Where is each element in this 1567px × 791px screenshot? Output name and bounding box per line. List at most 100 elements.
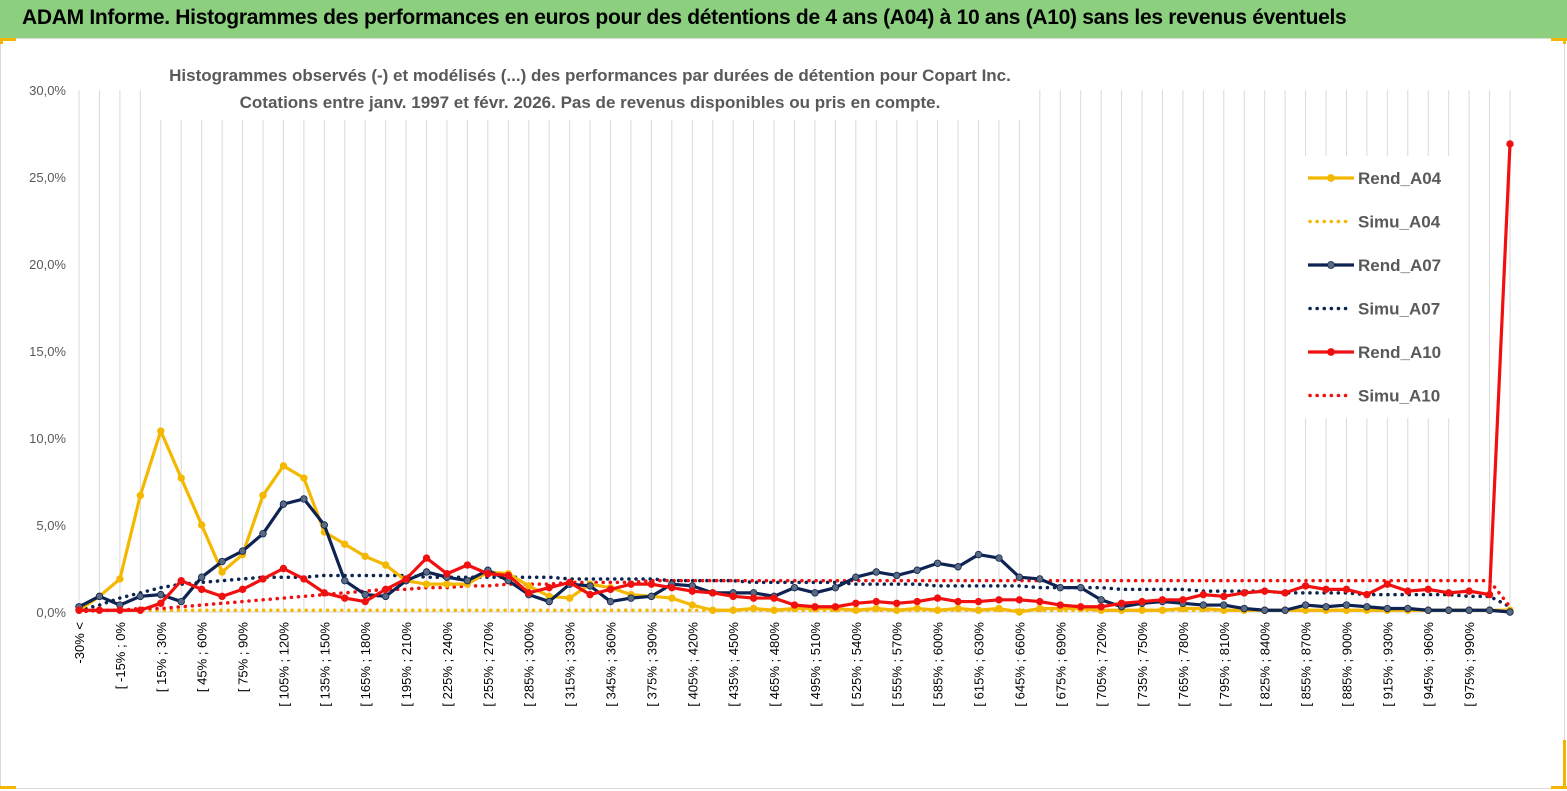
data-point-rend_a07 <box>177 597 185 606</box>
data-point-rend_a04 <box>688 601 696 609</box>
data-point-rend_a07 <box>1097 596 1105 604</box>
data-point-rend_a07 <box>1424 606 1432 614</box>
data-point-rend_a07 <box>95 592 104 601</box>
data-point-rend_a07 <box>913 566 921 574</box>
corner-mark-bl <box>0 786 16 789</box>
legend-marker-rend_a04 <box>1327 174 1335 182</box>
data-point-rend_a10 <box>606 585 615 594</box>
data-point-rend_a07 <box>1281 606 1289 614</box>
y-tick-label: 5,0% <box>36 518 66 533</box>
data-point-rend_a10 <box>1117 599 1126 607</box>
x-tick-label: [ 525% ; 540% <box>849 622 864 707</box>
corner-mark-br <box>1551 786 1567 789</box>
x-tick-label: [ 45% ; 60% <box>195 622 210 693</box>
data-point-rend_a10 <box>831 603 840 611</box>
data-point-rend_a07 <box>811 589 819 597</box>
x-tick-label: [ 15% ; 30% <box>154 622 169 693</box>
data-point-rend_a10 <box>1097 603 1105 611</box>
data-point-rend_a10 <box>688 587 696 595</box>
x-tick-label: [ 105% ; 120% <box>276 622 291 707</box>
data-point-rend_a10 <box>1056 601 1064 609</box>
data-point-rend_a10 <box>545 583 553 592</box>
legend-label-rend_a04: Rend_A04 <box>1358 169 1442 188</box>
data-point-rend_a10 <box>1158 596 1167 604</box>
data-point-rend_a10 <box>177 576 185 585</box>
data-point-rend_a07 <box>1383 604 1392 613</box>
data-point-rend_a07 <box>320 521 329 529</box>
data-point-rend_a07 <box>1322 603 1330 611</box>
data-point-rend_a04 <box>157 427 165 435</box>
data-point-rend_a04 <box>300 474 308 482</box>
data-point-rend_a10 <box>361 597 369 606</box>
data-point-rend_a10 <box>197 585 206 594</box>
data-point-rend_a04 <box>218 568 226 576</box>
data-point-rend_a10 <box>300 575 308 583</box>
data-point-rend_a04 <box>1158 606 1167 614</box>
data-point-rend_a10 <box>627 580 635 588</box>
data-point-rend_a07 <box>1301 601 1310 609</box>
data-point-rend_a10 <box>1015 596 1024 604</box>
data-point-rend_a10 <box>647 580 656 588</box>
data-point-rend_a07 <box>872 568 880 576</box>
x-tick-label: [ 885% ; 900% <box>1339 622 1354 707</box>
x-tick-label: [ 555% ; 570% <box>890 622 905 707</box>
data-point-rend_a10 <box>116 606 124 614</box>
data-point-rend_a07 <box>606 597 615 606</box>
data-point-rend_a07 <box>647 592 656 601</box>
corner-mark-tr <box>1551 38 1567 41</box>
x-tick-label: [ 615% ; 630% <box>971 622 986 707</box>
chart-frame <box>0 38 1565 789</box>
data-point-rend_a07 <box>1342 601 1351 609</box>
data-point-rend_a04 <box>709 606 717 614</box>
x-tick-label: [ 735% ; 750% <box>1135 622 1150 707</box>
data-point-rend_a04 <box>933 606 942 614</box>
data-point-rend_a07 <box>1036 575 1044 583</box>
series-line-simu_a10 <box>77 578 1512 614</box>
x-tick-label: [ 195% ; 210% <box>399 622 414 707</box>
data-point-rend_a10 <box>157 599 165 607</box>
data-point-rend_a10 <box>1485 590 1494 599</box>
x-tick-label: [ 825% ; 840% <box>1258 622 1273 707</box>
data-point-rend_a10 <box>852 599 860 607</box>
data-point-rend_a07 <box>1404 604 1412 613</box>
data-point-rend_a10 <box>320 589 329 597</box>
data-point-rend_a10 <box>811 603 819 611</box>
data-point-rend_a10 <box>341 594 349 602</box>
data-point-rend_a07 <box>1506 608 1514 616</box>
data-point-rend_a07 <box>1465 606 1473 614</box>
data-point-rend_a10 <box>525 589 533 597</box>
y-tick-label: 10,0% <box>29 431 66 446</box>
x-tick-label: [ 645% ; 660% <box>1012 622 1027 707</box>
title-banner: ADAM Informe. Histogrammes des performan… <box>0 0 1567 38</box>
data-point-rend_a04 <box>525 582 533 590</box>
data-point-rend_a10 <box>729 592 737 601</box>
data-point-rend_a10 <box>1424 585 1432 594</box>
data-point-rend_a10 <box>1036 597 1044 606</box>
data-point-rend_a10 <box>586 590 594 599</box>
data-point-rend_a04 <box>893 606 901 614</box>
data-point-rend_a10 <box>238 585 247 594</box>
data-point-rend_a04 <box>668 594 676 602</box>
x-tick-label: [ 765% ; 780% <box>1176 622 1191 707</box>
y-tick-label: 0,0% <box>36 605 66 620</box>
data-point-rend_a04 <box>565 594 574 602</box>
data-point-rend_a07 <box>463 576 472 585</box>
data-point-rend_a10 <box>1363 590 1371 599</box>
x-tick-label: [ 435% ; 450% <box>726 622 741 707</box>
data-point-rend_a10 <box>95 606 104 614</box>
x-tick-label: -30% < <box>72 622 87 664</box>
data-point-rend_a07 <box>974 550 983 559</box>
x-tick-label: [ 495% ; 510% <box>808 622 823 707</box>
x-tick-label: [ 135% ; 150% <box>317 622 332 707</box>
x-tick-label: [ 465% ; 480% <box>767 622 782 707</box>
data-point-rend_a10 <box>279 564 288 573</box>
data-point-rend_a10 <box>422 554 431 562</box>
data-point-rend_a10 <box>893 599 901 607</box>
data-point-rend_a10 <box>933 594 942 602</box>
x-tick-label: [ 675% ; 690% <box>1053 622 1068 707</box>
chart-title-background <box>150 58 1030 120</box>
data-point-rend_a10 <box>1383 580 1392 588</box>
data-point-rend_a07 <box>1015 573 1024 581</box>
x-tick-label: [ 375% ; 390% <box>644 622 659 707</box>
